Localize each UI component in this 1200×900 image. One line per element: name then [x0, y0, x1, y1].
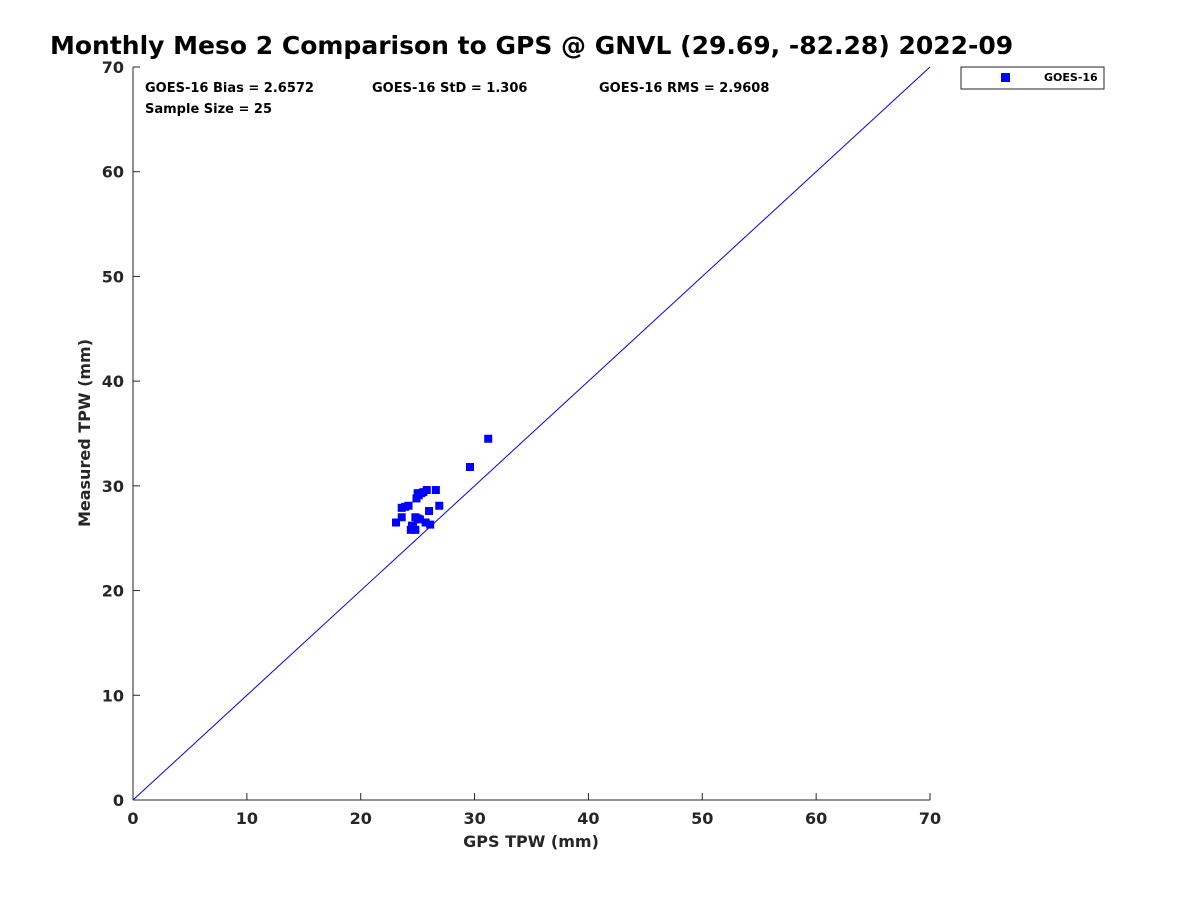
x-tick-label: 70 [919, 809, 941, 828]
data-point [422, 486, 431, 495]
data-point [409, 522, 418, 531]
x-tick-label: 20 [350, 809, 372, 828]
data-point [466, 463, 475, 472]
data-point [426, 520, 435, 529]
data-point [397, 513, 406, 522]
y-tick-label: 40 [102, 372, 124, 391]
stats-annotations: GOES-16 Bias = 2.6572 GOES-16 StD = 1.30… [145, 81, 769, 117]
x-tick-label: 50 [691, 809, 713, 828]
x-ticks: 0 10 20 30 40 50 60 70 [127, 793, 941, 828]
x-tick-label: 10 [236, 809, 258, 828]
plot-area: 0 10 20 30 40 50 60 70 0 10 20 30 40 50 60 70 [102, 58, 941, 828]
reference-line [132, 66, 931, 801]
y-tick-label: 20 [102, 582, 124, 601]
x-tick-label: 30 [463, 809, 485, 828]
data-point [431, 486, 440, 495]
legend-label: GOES-16 [1044, 71, 1098, 84]
y-tick-label: 0 [113, 791, 124, 810]
data-point [425, 506, 434, 515]
y-tick-label: 60 [102, 163, 124, 182]
rms-annotation: GOES-16 RMS = 2.9608 [599, 81, 769, 96]
y-tick-label: 10 [102, 686, 124, 705]
x-tick-label: 40 [577, 809, 599, 828]
y-ticks: 0 10 20 30 40 50 60 70 [102, 58, 140, 810]
sample-size-annotation: Sample Size = 25 [145, 102, 272, 117]
bias-annotation: GOES-16 Bias = 2.6572 [145, 81, 314, 96]
legend-marker [1001, 73, 1010, 82]
x-tick-label: 60 [805, 809, 827, 828]
legend-box [960, 66, 1105, 90]
legend: GOES-16 [960, 66, 1105, 90]
y-tick-label: 30 [102, 477, 124, 496]
x-axis-label: GPS TPW (mm) [463, 832, 599, 851]
data-point [415, 515, 424, 524]
x-tick-label: 0 [127, 809, 138, 828]
data-point [484, 434, 493, 443]
data-point [401, 502, 410, 511]
data-point [392, 518, 401, 527]
data-points [392, 434, 493, 534]
y-tick-label: 70 [102, 58, 124, 77]
y-tick-label: 50 [102, 267, 124, 286]
chart-title: Monthly Meso 2 Comparison to GPS @ GNVL … [50, 31, 1013, 60]
data-point [435, 501, 444, 510]
y-axis-label: Measured TPW (mm) [75, 339, 94, 527]
std-annotation: GOES-16 StD = 1.306 [372, 81, 527, 96]
data-point [421, 518, 430, 527]
